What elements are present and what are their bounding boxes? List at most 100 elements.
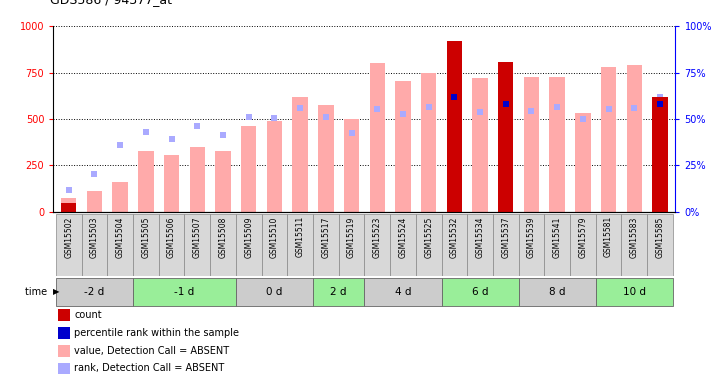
Text: GSM15509: GSM15509 <box>244 216 253 258</box>
Bar <box>390 214 416 276</box>
Bar <box>442 214 467 276</box>
Bar <box>241 126 257 212</box>
Bar <box>133 278 236 306</box>
Bar <box>292 97 308 212</box>
Bar <box>56 278 133 306</box>
Text: GSM15503: GSM15503 <box>90 216 99 258</box>
Text: ▶: ▶ <box>53 287 59 296</box>
Text: GSM15583: GSM15583 <box>630 216 638 258</box>
Bar <box>184 214 210 276</box>
Bar <box>87 192 102 212</box>
Text: GSM15585: GSM15585 <box>656 216 665 258</box>
Text: count: count <box>75 310 102 320</box>
Bar <box>498 62 513 212</box>
Bar <box>467 214 493 276</box>
Text: 2 d: 2 d <box>331 286 347 297</box>
Bar <box>518 278 596 306</box>
Text: GSM15525: GSM15525 <box>424 216 433 258</box>
Bar <box>416 214 442 276</box>
Text: GSM15581: GSM15581 <box>604 216 613 258</box>
Bar <box>159 214 184 276</box>
Bar <box>58 345 70 357</box>
Bar <box>210 214 236 276</box>
Bar <box>421 73 437 212</box>
Bar <box>652 97 668 212</box>
Text: GSM15504: GSM15504 <box>116 216 124 258</box>
Bar <box>61 202 77 212</box>
Bar <box>524 77 539 212</box>
Bar <box>56 214 82 276</box>
Bar <box>364 278 442 306</box>
Bar <box>190 147 205 212</box>
Bar <box>262 214 287 276</box>
Text: -2 d: -2 d <box>85 286 105 297</box>
Bar <box>107 214 133 276</box>
Text: GSM15507: GSM15507 <box>193 216 202 258</box>
Text: value, Detection Call = ABSENT: value, Detection Call = ABSENT <box>75 346 230 356</box>
Text: GSM15532: GSM15532 <box>450 216 459 258</box>
Text: GSM15505: GSM15505 <box>141 216 150 258</box>
Bar <box>318 105 333 212</box>
Text: GSM15539: GSM15539 <box>527 216 536 258</box>
Text: GSM15502: GSM15502 <box>64 216 73 258</box>
Bar <box>215 151 230 212</box>
Text: GSM15511: GSM15511 <box>296 216 304 258</box>
Bar <box>364 214 390 276</box>
Text: GSM15506: GSM15506 <box>167 216 176 258</box>
Text: GSM15523: GSM15523 <box>373 216 382 258</box>
Bar <box>58 309 70 321</box>
Bar <box>626 65 642 212</box>
Bar <box>647 214 673 276</box>
Bar <box>138 151 154 212</box>
Bar <box>236 278 313 306</box>
Text: GSM15517: GSM15517 <box>321 216 331 258</box>
Text: 0 d: 0 d <box>266 286 282 297</box>
Text: percentile rank within the sample: percentile rank within the sample <box>75 328 240 338</box>
Bar <box>58 363 70 374</box>
Text: GSM15519: GSM15519 <box>347 216 356 258</box>
Bar <box>133 214 159 276</box>
Text: GSM15534: GSM15534 <box>476 216 485 258</box>
Bar <box>313 214 338 276</box>
Bar <box>575 114 591 212</box>
Text: rank, Detection Call = ABSENT: rank, Detection Call = ABSENT <box>75 363 225 374</box>
Bar <box>58 327 70 339</box>
Bar <box>395 81 411 212</box>
Bar <box>82 214 107 276</box>
Text: 10 d: 10 d <box>623 286 646 297</box>
Bar <box>545 214 570 276</box>
Text: GSM15537: GSM15537 <box>501 216 510 258</box>
Bar <box>164 155 179 212</box>
Bar <box>550 77 565 212</box>
Bar <box>313 278 364 306</box>
Bar <box>267 121 282 212</box>
Text: GSM15508: GSM15508 <box>218 216 228 258</box>
Bar <box>570 214 596 276</box>
Bar <box>493 214 518 276</box>
Text: GSM15579: GSM15579 <box>579 216 587 258</box>
Text: time: time <box>24 286 50 297</box>
Bar <box>112 182 128 212</box>
Text: GSM15524: GSM15524 <box>398 216 407 258</box>
Bar <box>236 214 262 276</box>
Bar <box>287 214 313 276</box>
Bar <box>61 198 77 212</box>
Text: 8 d: 8 d <box>549 286 565 297</box>
Bar <box>442 278 518 306</box>
Bar <box>621 214 647 276</box>
Text: GDS586 / 94377_at: GDS586 / 94377_at <box>50 0 172 6</box>
Bar <box>601 67 616 212</box>
Text: 6 d: 6 d <box>472 286 488 297</box>
Text: 4 d: 4 d <box>395 286 411 297</box>
Bar <box>344 119 359 212</box>
Bar <box>596 278 673 306</box>
Text: GSM15510: GSM15510 <box>270 216 279 258</box>
Bar <box>338 214 364 276</box>
Bar <box>518 214 545 276</box>
Bar <box>472 78 488 212</box>
Text: -1 d: -1 d <box>174 286 195 297</box>
Text: GSM15541: GSM15541 <box>552 216 562 258</box>
Bar <box>447 41 462 212</box>
Bar <box>596 214 621 276</box>
Bar <box>370 63 385 212</box>
